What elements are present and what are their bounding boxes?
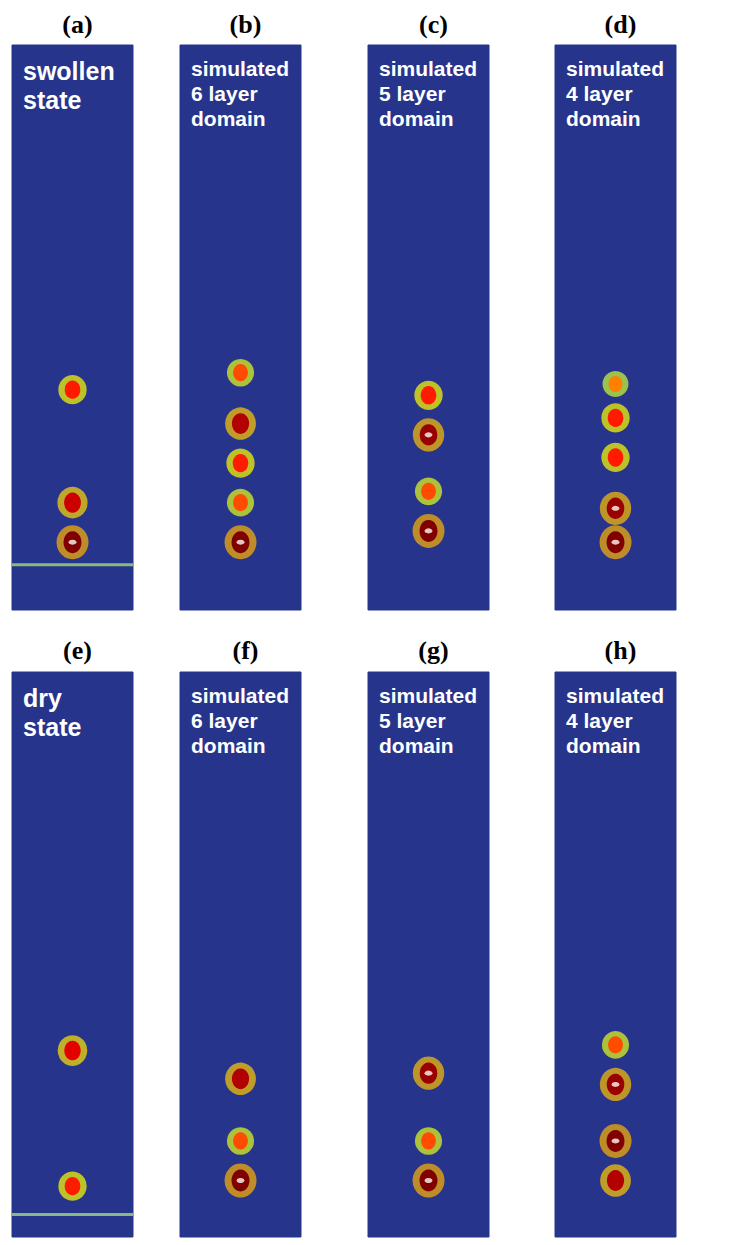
svg-text:6 layer: 6 layer: [191, 709, 258, 732]
svg-text:(h): (h): [605, 636, 637, 665]
svg-text:simulated: simulated: [566, 57, 664, 80]
svg-text:domain: domain: [379, 107, 454, 130]
svg-text:(g): (g): [418, 636, 448, 665]
svg-text:domain: domain: [191, 734, 266, 757]
svg-text:domain: domain: [191, 107, 266, 130]
svg-text:domain: domain: [566, 734, 641, 757]
svg-text:domain: domain: [566, 107, 641, 130]
svg-text:swollen: swollen: [23, 57, 115, 85]
svg-text:6 layer: 6 layer: [191, 82, 258, 105]
svg-text:state: state: [23, 86, 81, 114]
svg-text:(c): (c): [419, 10, 448, 39]
svg-text:4 layer: 4 layer: [566, 82, 633, 105]
svg-text:simulated: simulated: [191, 684, 289, 707]
svg-text:4 layer: 4 layer: [566, 709, 633, 732]
svg-text:(d): (d): [605, 10, 637, 39]
svg-text:simulated: simulated: [379, 57, 477, 80]
svg-text:simulated: simulated: [379, 684, 477, 707]
svg-text:(f): (f): [233, 636, 259, 665]
svg-text:simulated: simulated: [191, 57, 289, 80]
svg-text:dry: dry: [23, 684, 62, 712]
svg-text:(e): (e): [63, 636, 92, 665]
svg-text:5 layer: 5 layer: [379, 709, 446, 732]
svg-text:(a): (a): [62, 10, 92, 39]
svg-text:5 layer: 5 layer: [379, 82, 446, 105]
svg-text:(b): (b): [230, 10, 262, 39]
svg-text:domain: domain: [379, 734, 454, 757]
svg-text:state: state: [23, 713, 81, 741]
svg-text:simulated: simulated: [566, 684, 664, 707]
